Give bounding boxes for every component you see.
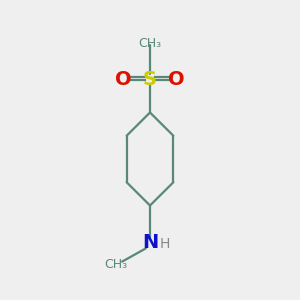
Text: S: S [143, 70, 157, 89]
Text: CH₃: CH₃ [138, 37, 162, 50]
Text: N: N [142, 233, 158, 253]
Text: O: O [168, 70, 185, 89]
Text: H: H [159, 238, 170, 251]
Text: CH₃: CH₃ [104, 258, 127, 271]
Text: O: O [115, 70, 132, 89]
